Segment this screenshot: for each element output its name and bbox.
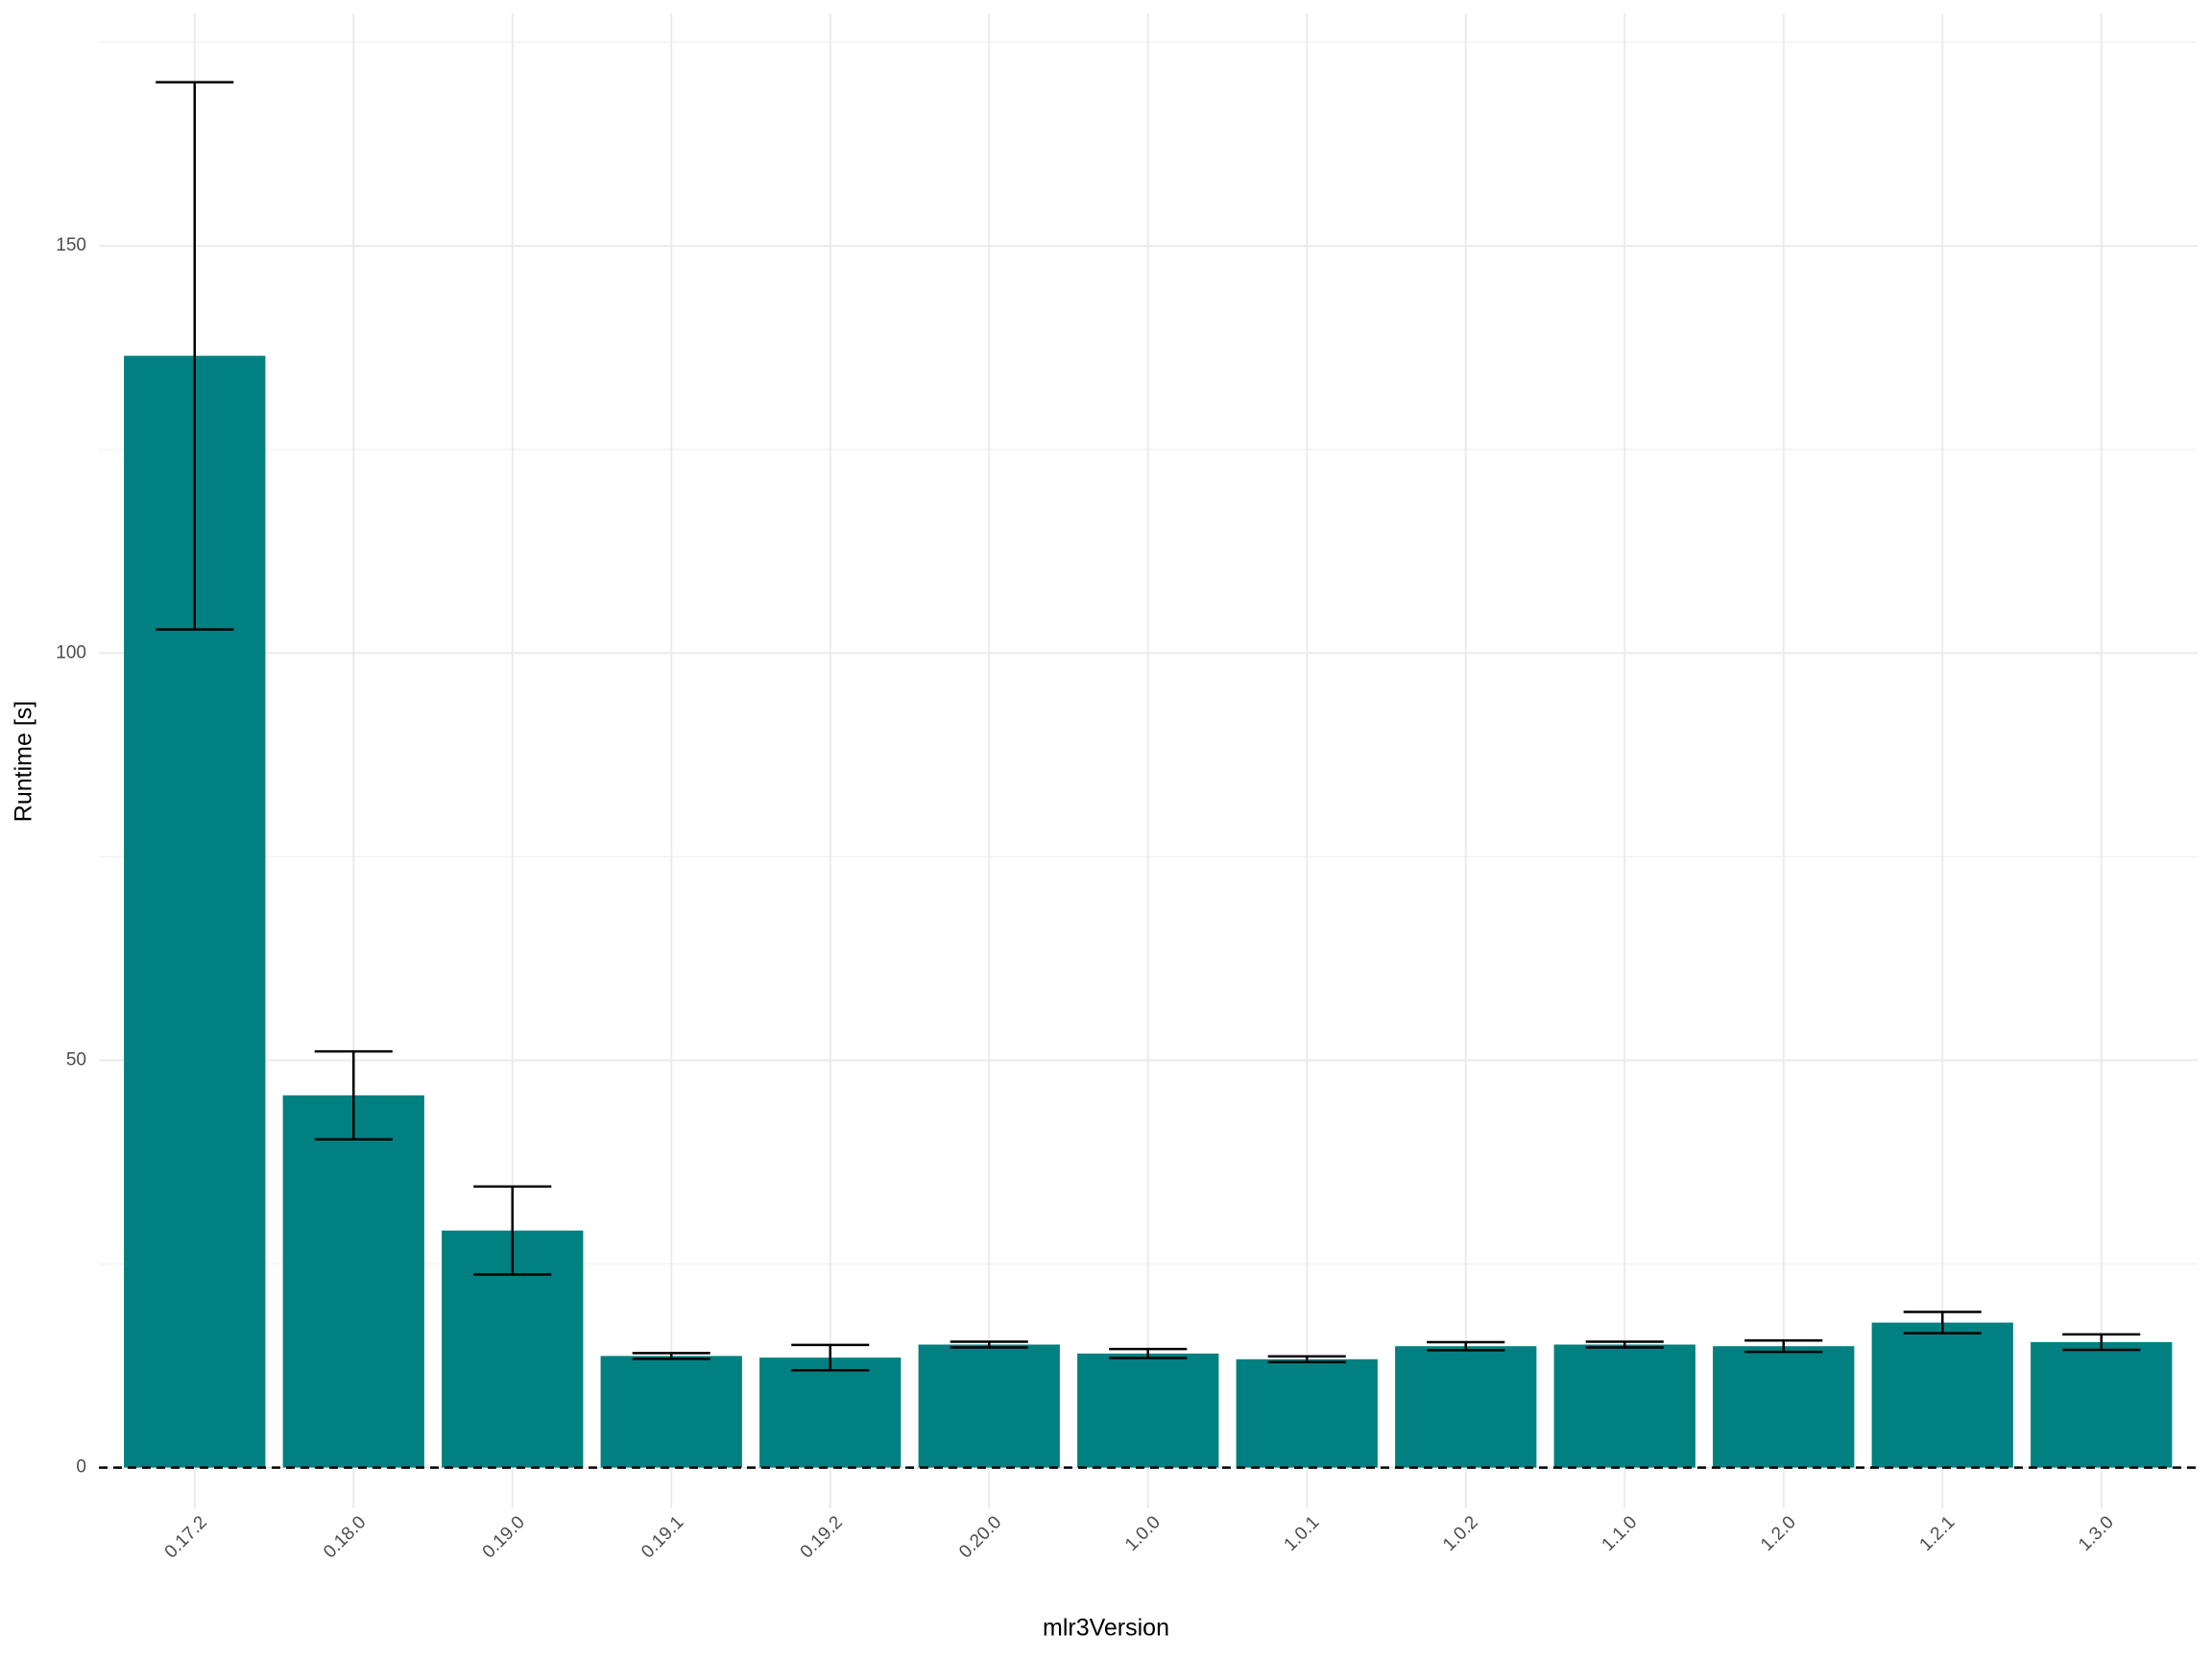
x-tick-label: 0.18.0 — [320, 1512, 370, 1562]
y-tick-label: 0 — [76, 1457, 86, 1478]
bar — [918, 1344, 1060, 1468]
bar — [282, 1094, 424, 1468]
bar — [1395, 1346, 1537, 1468]
x-tick-label: 0.19.2 — [797, 1512, 847, 1562]
x-tick-label: 1.2.0 — [1757, 1512, 1800, 1555]
x-tick-label: 1.1.0 — [1599, 1512, 1642, 1555]
x-tick-label: 1.2.1 — [1916, 1512, 1960, 1555]
x-tick-label: 0.20.0 — [955, 1512, 1005, 1562]
bar — [1871, 1322, 2013, 1468]
x-tick-label: 1.0.1 — [1281, 1512, 1324, 1555]
x-tick-label: 1.0.2 — [1439, 1512, 1482, 1555]
y-tick-label: 50 — [66, 1049, 86, 1070]
bar — [600, 1356, 742, 1468]
x-tick-label: 1.0.0 — [1121, 1512, 1165, 1555]
x-tick-label: 0.17.2 — [161, 1512, 211, 1562]
bar — [2031, 1341, 2173, 1468]
y-tick-label: 150 — [56, 235, 86, 255]
y-axis-title: Runtime [s] — [11, 701, 37, 822]
x-axis-title: mlr3Version — [1043, 1615, 1169, 1642]
x-tick-label: 1.3.0 — [2075, 1512, 2118, 1555]
bar — [1713, 1346, 1855, 1468]
bar — [759, 1358, 902, 1468]
bar — [1236, 1358, 1378, 1468]
y-tick-label: 100 — [56, 642, 86, 662]
x-tick-label: 0.19.1 — [637, 1512, 687, 1562]
bar — [1553, 1344, 1695, 1468]
x-tick-label: 0.19.0 — [479, 1512, 529, 1562]
bar — [1077, 1353, 1219, 1468]
